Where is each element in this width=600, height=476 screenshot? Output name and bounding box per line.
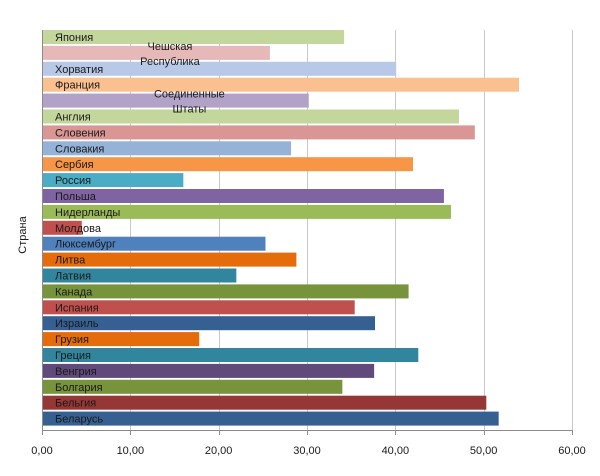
bar — [42, 125, 475, 140]
category-label: Испания — [55, 302, 99, 314]
x-axis: 0,00 10,00 20,00 30,00 40,00 50,00 60,00 — [31, 30, 586, 457]
x-tick-label: 50,00 — [470, 445, 498, 457]
bar — [42, 157, 413, 172]
x-tick-label: 40,00 — [382, 445, 410, 457]
category-label: Латвия — [55, 271, 91, 283]
category-label: Россия — [55, 175, 91, 187]
bar — [42, 395, 487, 410]
x-tick-label: 0,00 — [31, 445, 52, 457]
bar — [42, 252, 297, 267]
category-label: Израиль — [55, 318, 99, 330]
y-axis-title: Страна — [17, 215, 29, 253]
bar — [42, 363, 375, 378]
x-tick-label: 20,00 — [205, 445, 233, 457]
category-label: Грузия — [55, 334, 89, 346]
category-label: Словакия — [55, 143, 104, 155]
bar — [42, 30, 345, 44]
category-label: Франция — [55, 80, 100, 92]
x-tick-label: 60,00 — [558, 445, 586, 457]
bar — [42, 348, 419, 362]
bar — [42, 109, 459, 124]
category-label: Болгария — [55, 382, 103, 394]
bar — [42, 411, 499, 426]
category-label: Канада — [55, 286, 93, 298]
x-tick-label: 30,00 — [293, 445, 321, 457]
bar — [42, 284, 409, 299]
category-label: Венгрия — [55, 366, 97, 378]
category-label: Литва — [55, 255, 86, 267]
bar — [42, 141, 292, 156]
category-labels: Япония Чешская Республика Хорватия Франция Со… — [55, 32, 225, 426]
bar — [42, 332, 200, 347]
category-label: Бельгия — [55, 398, 96, 410]
category-label: Англия — [55, 112, 91, 124]
category-label: Польша — [55, 191, 97, 203]
bar — [42, 379, 343, 394]
bar — [42, 45, 270, 60]
bar — [42, 189, 444, 203]
category-label: Словения — [55, 127, 106, 139]
bar — [42, 93, 309, 108]
bar — [42, 204, 451, 219]
category-label: Греция — [55, 350, 91, 362]
category-label: Беларусь — [55, 414, 103, 426]
category-label: Хорватия — [55, 64, 103, 76]
bar — [42, 61, 397, 76]
bars — [42, 30, 519, 426]
bar — [42, 300, 355, 315]
category-label: Чешская Республика — [140, 41, 200, 68]
category-label: Сербия — [55, 159, 94, 171]
bar — [42, 268, 237, 283]
category-label: Люксембург — [55, 239, 116, 251]
x-tick-label: 10,00 — [117, 445, 145, 457]
category-label: Япония — [55, 32, 93, 44]
bar — [42, 236, 266, 251]
category-label: Молдова — [55, 223, 102, 235]
category-label: Нидерланды — [55, 207, 120, 219]
category-label: Соединенные Штаты — [154, 89, 225, 116]
bar — [42, 173, 184, 188]
bar — [42, 77, 519, 92]
bar — [42, 316, 376, 331]
bar — [42, 220, 82, 235]
